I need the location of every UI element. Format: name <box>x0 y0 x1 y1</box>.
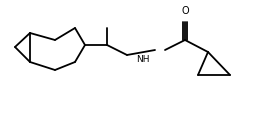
Text: NH: NH <box>136 55 150 64</box>
Text: O: O <box>181 6 189 16</box>
